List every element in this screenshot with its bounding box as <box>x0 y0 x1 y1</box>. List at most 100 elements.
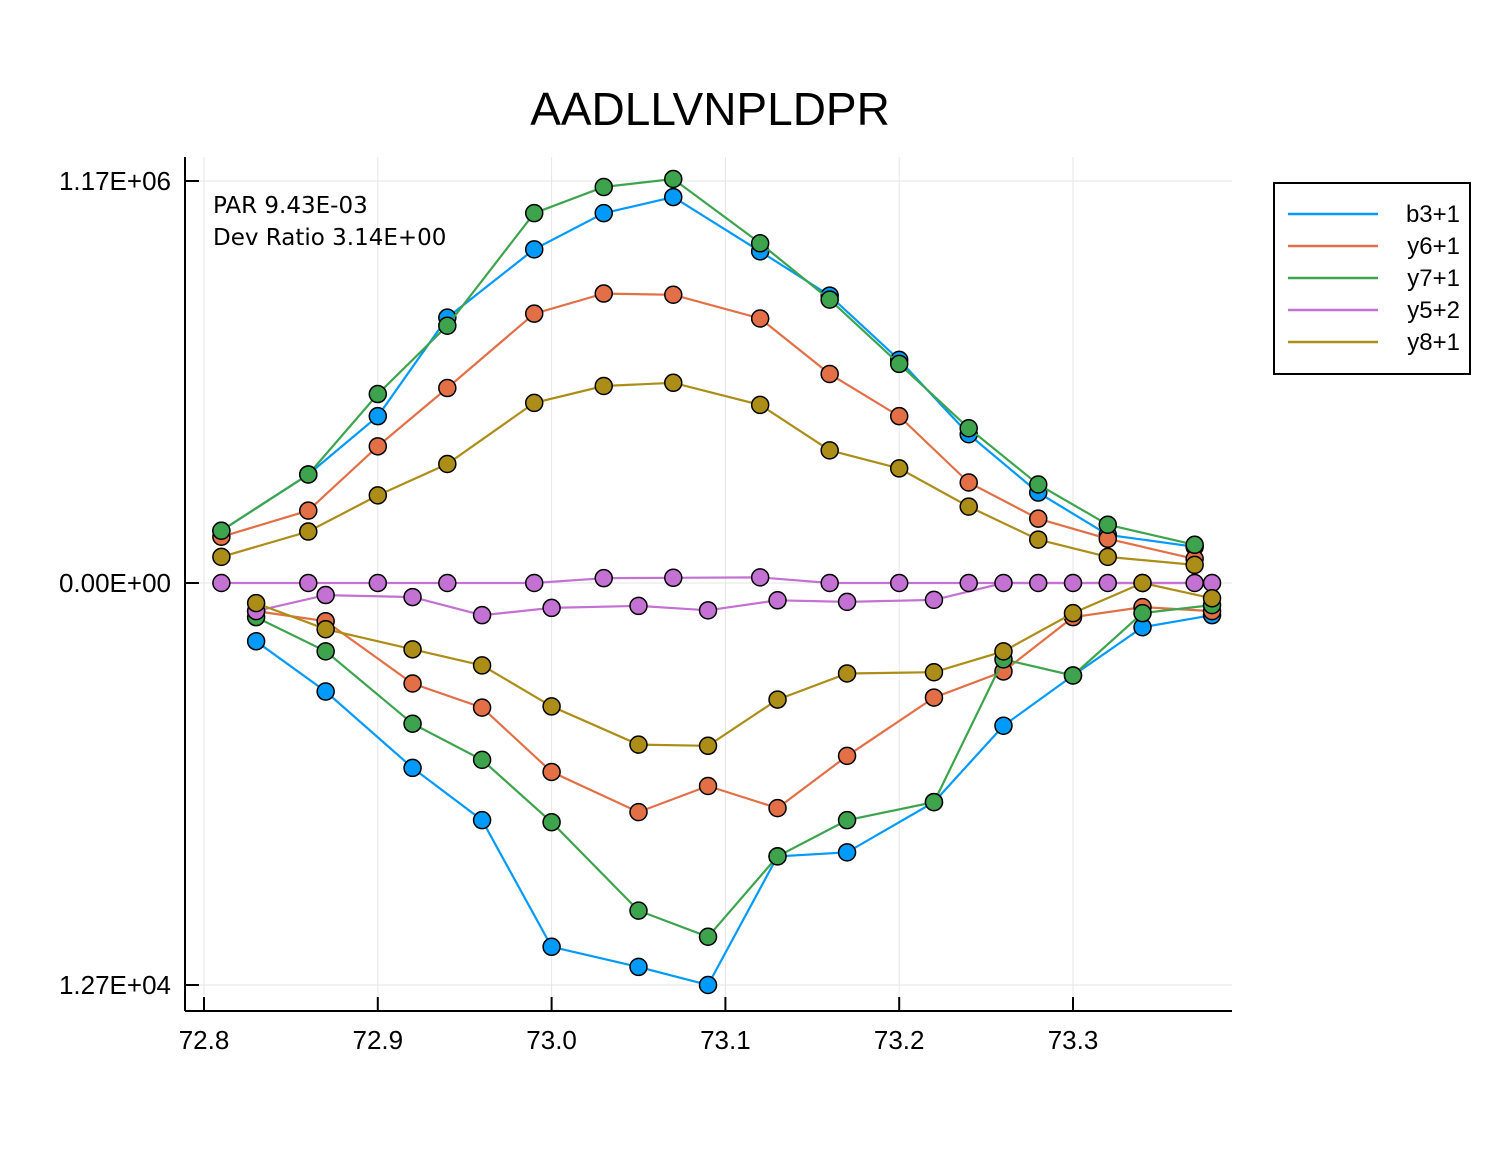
data-point <box>212 547 231 567</box>
data-point <box>994 642 1013 661</box>
data-point <box>472 656 492 675</box>
data-point <box>768 798 787 818</box>
data-point <box>299 501 318 520</box>
data-point <box>368 486 388 505</box>
data-point <box>524 304 544 323</box>
data-point <box>750 568 770 587</box>
data-point <box>1028 530 1048 549</box>
data-point <box>629 735 648 754</box>
data-point <box>594 177 613 197</box>
data-point <box>664 568 683 588</box>
data-point <box>664 373 683 393</box>
data-point <box>1133 573 1152 593</box>
data-point <box>629 901 648 920</box>
data-point <box>1133 603 1152 623</box>
data-point <box>994 716 1013 735</box>
x-tick-label: 73.1 <box>700 1025 751 1055</box>
data-point <box>368 573 388 593</box>
data-point <box>524 393 544 413</box>
series-line-lower <box>255 581 1212 617</box>
data-point <box>629 957 648 977</box>
data-point <box>924 662 944 682</box>
data-point <box>524 240 544 259</box>
data-point <box>368 406 388 426</box>
data-point <box>768 591 787 610</box>
series-line-upper <box>220 177 1195 546</box>
data-point <box>837 592 857 612</box>
data-point <box>629 802 648 822</box>
data-point <box>542 697 561 716</box>
data-point <box>664 187 683 207</box>
series-line-upper <box>220 195 1195 548</box>
data-point <box>316 585 335 605</box>
data-point <box>316 682 335 701</box>
legend: b3+1 y6+1 y7+1 y5+2 y8+1 <box>1273 182 1471 375</box>
data-point <box>1098 573 1118 593</box>
data-point <box>524 573 544 593</box>
series-line-lower <box>255 605 1213 814</box>
data-point <box>698 927 718 947</box>
data-point <box>837 843 857 862</box>
data-point <box>750 309 770 328</box>
legend-label: y5+2 <box>1407 297 1460 324</box>
data-point <box>1063 666 1083 685</box>
data-point <box>299 573 318 593</box>
data-point <box>837 746 857 766</box>
data-point <box>1098 547 1118 567</box>
chart-title: AADLLVNPLDPR <box>530 83 890 135</box>
data-point <box>403 714 422 733</box>
data-point <box>438 454 457 474</box>
data-point <box>1063 603 1083 623</box>
data-point <box>438 378 457 398</box>
x-ticks: 72.8 72.9 73.0 73.1 73.2 73.3 <box>179 997 1098 1055</box>
data-point <box>403 587 422 607</box>
x-tick-label: 72.9 <box>352 1025 403 1055</box>
data-point <box>698 975 718 995</box>
legend-label: b3+1 <box>1406 201 1460 228</box>
data-point <box>1028 475 1048 494</box>
data-point <box>820 364 839 384</box>
data-point <box>438 316 457 335</box>
data-point <box>403 758 422 778</box>
data-point <box>820 441 839 460</box>
data-point <box>889 406 909 426</box>
data-point <box>924 688 944 707</box>
data-point <box>924 792 944 812</box>
data-point <box>1063 573 1083 593</box>
series-layer <box>212 169 1222 995</box>
annotation-par: PAR 9.43E-03 <box>213 193 368 219</box>
data-point <box>959 418 978 438</box>
data-point <box>698 601 718 620</box>
data-point <box>820 573 839 593</box>
data-point <box>472 750 492 770</box>
data-point <box>316 619 335 639</box>
data-point <box>664 285 683 305</box>
series-line-upper <box>221 292 1195 560</box>
legend-label: y6+1 <box>1407 233 1460 260</box>
y-tick-label: 0.00E+00 <box>59 568 171 598</box>
data-point <box>299 465 318 484</box>
data-point <box>472 810 492 830</box>
y-tick-label: 1.17E+06 <box>59 166 171 196</box>
y-ticks: 1.17E+06 0.00E+00 1.27E+04 <box>59 166 199 1000</box>
data-point <box>837 664 857 683</box>
data-point <box>1098 515 1118 534</box>
data-point <box>594 568 613 588</box>
data-point <box>750 234 770 253</box>
data-point <box>889 573 909 593</box>
data-point <box>594 203 613 223</box>
data-point <box>542 937 561 957</box>
data-point <box>594 376 613 396</box>
data-point <box>438 573 457 593</box>
data-point <box>212 521 231 540</box>
data-point <box>1185 555 1204 575</box>
data-point <box>1202 573 1222 593</box>
data-point <box>698 736 718 756</box>
data-point <box>820 290 839 309</box>
series-line-lower <box>255 614 1213 987</box>
data-point <box>542 812 561 832</box>
data-point <box>542 762 561 782</box>
data-point <box>316 642 335 661</box>
data-point <box>959 473 978 492</box>
